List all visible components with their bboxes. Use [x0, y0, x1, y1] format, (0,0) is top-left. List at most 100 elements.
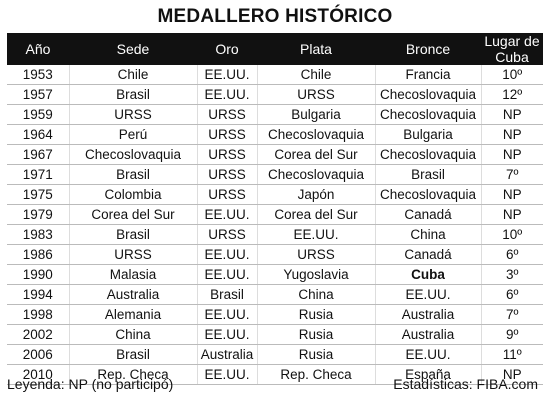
table-cell: Malasia	[68, 264, 197, 285]
table-cell: EE.UU.	[196, 84, 257, 105]
table-cell: URSS	[68, 104, 197, 125]
table-cell: Checoslovaquia	[68, 144, 197, 165]
legend: Leyenda: NP (no participó)	[7, 376, 174, 392]
medal-table: Año Sede Oro Plata Bronce Lugar de Cuba 1953 C…	[7, 33, 543, 385]
table-cell: Bulgaria	[256, 104, 375, 125]
table-cell: URSS	[196, 144, 257, 165]
table-cell: Alemania	[68, 304, 197, 325]
table-cell: Checoslovaquia	[374, 104, 481, 125]
table-cell: Perú	[68, 124, 197, 145]
table-cell: EE.UU.	[374, 344, 481, 365]
table-cell: EE.UU.	[196, 364, 257, 385]
table-cell: Corea del Sur	[256, 144, 375, 165]
table-cell: URSS	[196, 124, 257, 145]
table-cell: Rusia	[256, 324, 375, 345]
table-cell: Australia	[196, 344, 257, 365]
table-cell: URSS	[196, 224, 257, 245]
table-cell: China	[256, 284, 375, 305]
table-cell: NP	[480, 124, 543, 145]
table-cell: EE.UU.	[196, 264, 257, 285]
table-cell: Chile	[256, 65, 375, 85]
table-cell: 1967	[7, 144, 69, 165]
table-cell: 1994	[7, 284, 69, 305]
table-cell: URSS	[196, 184, 257, 205]
table-body: 1953 Chile EE.UU. Chile Francia 10º 1957 Brasil…	[7, 65, 543, 385]
table-cell: Brasil	[196, 284, 257, 305]
table-cell: España	[374, 364, 481, 385]
table-cell: Brasil	[68, 164, 197, 185]
source: Estadísticas: FIBA.com	[393, 376, 538, 392]
table-cell: URSS	[68, 244, 197, 265]
table-row: 1975 Colombia URSS Japón Checoslovaquia NP	[7, 184, 543, 205]
header-cell: Plata	[257, 33, 375, 65]
table-cell: 1986	[7, 244, 69, 265]
table-cell: Corea del Sur	[256, 204, 375, 225]
table-row: 1983 Brasil URSS EE.UU. China 10º	[7, 224, 543, 245]
table-row: 1959 URSS URSS Bulgaria Checoslovaquia NP	[7, 104, 543, 125]
table-cell: China	[68, 324, 197, 345]
table-cell: Checoslovaquia	[374, 184, 481, 205]
table-cell: Checoslovaquia	[374, 144, 481, 165]
header-row: Año Sede Oro Plata Bronce Lugar de Cuba	[7, 33, 543, 65]
table-cell: EE.UU.	[374, 284, 481, 305]
table-cell: Colombia	[68, 184, 197, 205]
table-cell: Rusia	[256, 304, 375, 325]
table-row: 1957 Brasil EE.UU. URSS Checoslovaquia 12º	[7, 84, 543, 105]
table-cell: 3º	[480, 264, 543, 285]
table-row: 2002 China EE.UU. Rusia Australia 9º	[7, 324, 543, 345]
table-cell: EE.UU.	[256, 224, 375, 245]
table-cell: 10º	[480, 224, 543, 245]
table-row: 1964 Perú URSS Checoslovaquia Bulgaria NP	[7, 124, 543, 145]
header-cell: Bronce	[375, 33, 481, 65]
title: MEDALLERO HISTÓRICO	[157, 6, 393, 27]
table-cell: 1983	[7, 224, 69, 245]
table-row: 1967 Checoslovaquia URSS Corea del Sur Checo…	[7, 144, 543, 165]
table-cell: EE.UU.	[196, 324, 257, 345]
table-cell: URSS	[196, 104, 257, 125]
table-row: 1971 Brasil URSS Checoslovaquia Brasil 7º	[7, 164, 543, 185]
table-cell: 1953	[7, 65, 69, 85]
table-cell: Canadá	[374, 204, 481, 225]
table-cell: 12º	[480, 84, 543, 105]
table-cell: 1979	[7, 204, 69, 225]
table-cell: Rep. Checa	[256, 364, 375, 385]
table-cell: NP	[480, 204, 543, 225]
table-cell: URSS	[196, 164, 257, 185]
table-cell: Australia	[374, 304, 481, 325]
table-cell: 11º	[480, 344, 543, 365]
table-cell: 10º	[480, 65, 543, 85]
header-cell: Año	[7, 33, 69, 65]
table-cell: NP	[480, 104, 543, 125]
table-cell: 9º	[480, 324, 543, 345]
table-cell: 1964	[7, 124, 69, 145]
table-cell: NP	[480, 364, 543, 385]
table-cell: NP	[480, 184, 543, 205]
table-cell: Corea del Sur	[68, 204, 197, 225]
table-cell: Bulgaria	[374, 124, 481, 145]
table-row: 1986 URSS EE.UU. URSS Canadá 6º	[7, 244, 543, 265]
header-cell: Lugar de Cuba	[481, 33, 543, 65]
table-cell: 7º	[480, 164, 543, 185]
table-cell: EE.UU.	[196, 65, 257, 85]
table-cell: 6º	[480, 284, 543, 305]
table-cell: Francia	[374, 65, 481, 85]
table-cell: 2002	[7, 324, 69, 345]
table-cell: Brasil	[374, 164, 481, 185]
table-row: 1953 Chile EE.UU. Chile Francia 10º	[7, 65, 543, 85]
table-cell: 1990	[7, 264, 69, 285]
table-cell: Australia	[68, 284, 197, 305]
table-row: 2010 Rep. Checa EE.UU. Rep. Checa España NP	[7, 364, 543, 385]
table-cell: NP	[480, 144, 543, 165]
table-cell: EE.UU.	[196, 244, 257, 265]
header-cell: Oro	[197, 33, 257, 65]
table-row: 1998 Alemania EE.UU. Rusia Australia 7º	[7, 304, 543, 325]
table-cell: Canadá	[374, 244, 481, 265]
table-cell: Yugoslavia	[256, 264, 375, 285]
table-cell: Cuba	[374, 264, 481, 285]
table-row: 1994 Australia Brasil China EE.UU. 6º	[7, 284, 543, 305]
table-cell: 7º	[480, 304, 543, 325]
table-row: 2006 Brasil Australia Rusia EE.UU. 11º	[7, 344, 543, 365]
table-cell: 1957	[7, 84, 69, 105]
table-cell: 2006	[7, 344, 69, 365]
